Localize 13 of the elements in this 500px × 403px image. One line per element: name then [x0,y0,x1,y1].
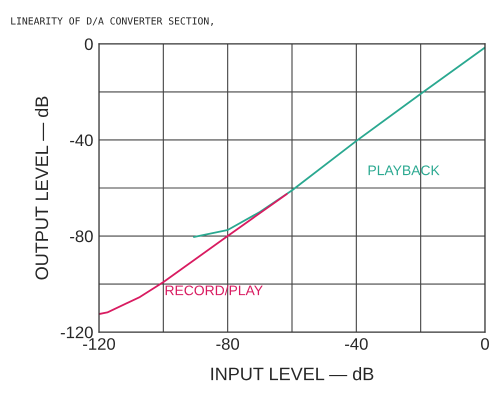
x-tick-label: -120 [83,338,116,350]
x-tick-label: 0 [481,338,489,350]
y-tick-label: -40 [70,134,93,146]
y-tick-label: -80 [70,230,93,242]
chart-title: LINEARITY OF D/A CONVERTER SECTION, [11,17,213,26]
y-tick-label: -120 [60,326,93,338]
y-axis-title: OUTPUT LEVEL — dB [34,96,48,280]
x-tick-label: -80 [216,338,240,350]
y-tick-label: 0 [84,38,93,50]
x-axis-title: INPUT LEVEL — dB [211,367,374,380]
x-tick-label: -40 [345,338,368,350]
line-series [192,46,485,238]
line-series [99,193,288,315]
